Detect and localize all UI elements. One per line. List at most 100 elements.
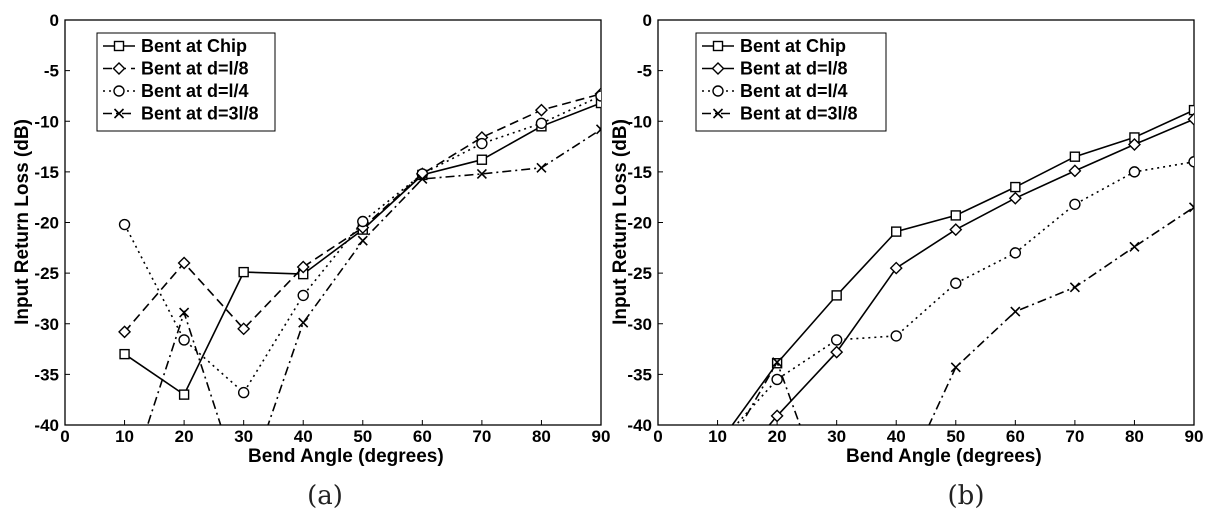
- chart-a-legend-marker: [112, 62, 126, 75]
- chart-a-x-tick-label: 80: [532, 427, 551, 446]
- chart-a-y-axis-label: Input Return Loss (dB): [12, 119, 33, 325]
- chart-a-legend-label: Bent at d=l/4: [141, 81, 249, 101]
- chart-a-x-tick-label: 50: [353, 427, 372, 446]
- chart-b-data-point-1: [1188, 104, 1194, 116]
- chart-a-legend-marker: [113, 40, 125, 52]
- chart-b-data-point-4: [1129, 241, 1140, 252]
- chart-b-y-tick-label: -20: [627, 214, 652, 233]
- chart-b-x-axis-label: Bend Angle (degrees): [846, 446, 1042, 467]
- chart-b-data-point-4: [1069, 282, 1080, 293]
- chart-a-y-tick-label: 0: [50, 11, 59, 30]
- chart-a-data-point-4: [357, 235, 368, 246]
- chart-b-data-point-2: [712, 480, 723, 491]
- chart-b-data-point-4: [950, 362, 961, 373]
- chart-b-y-tick-label: 0: [643, 11, 652, 30]
- chart-b-data-point-2: [1127, 138, 1141, 152]
- chart-b-series-line-4: [740, 206, 1194, 425]
- chart-a-legend-marker: [113, 108, 125, 119]
- chart-a-data-point-1: [595, 97, 601, 109]
- chart-a-data-point-3: [178, 334, 190, 346]
- chart-b-y-tick-label: -40: [627, 416, 652, 435]
- chart-b-data-point-2: [949, 223, 963, 237]
- chart-panel-b: Bend Angle (degrees) Input Return Loss (…: [610, 11, 1204, 511]
- chart-a-data-point-4: [476, 168, 487, 179]
- chart-a-data-point-4: [239, 491, 248, 500]
- chart-a-x-tick-label: 20: [175, 427, 194, 446]
- chart-b-data-point-4: [1188, 202, 1194, 213]
- chart-a-data-point-3: [476, 137, 488, 150]
- chart-b-x-tick-label: 80: [1125, 427, 1144, 446]
- chart-b-data-point-3: [830, 334, 843, 346]
- chart-b-x-tick-label: 60: [1006, 427, 1025, 446]
- chart-b-data-point-2: [770, 409, 784, 423]
- chart-b-legend-marker: [712, 85, 724, 97]
- chart-a-data-point-3: [118, 218, 131, 231]
- chart-a-y-tick-label: -5: [44, 62, 59, 81]
- chart-a-data-point-4: [536, 162, 547, 173]
- chart-panel-a: Bend Angle (degrees) Input Return Loss (…: [12, 11, 610, 511]
- chart-b-legend-box: [695, 32, 887, 132]
- chart-a-x-tick-label: 70: [472, 427, 491, 446]
- chart-a-data-point-2: [296, 260, 310, 274]
- chart-a-data-point-1: [476, 154, 488, 165]
- chart-b-data-point-2: [1008, 191, 1022, 205]
- chart-a-x-tick-label: 0: [60, 427, 69, 446]
- chart-a-data-point-3: [416, 168, 429, 180]
- chart-a-series-line-3: [123, 95, 601, 394]
- chart-b-y-axis-label: Input Return Loss (dB): [610, 119, 631, 325]
- chart-b-legend-label: Bent at d=3l/8: [740, 104, 858, 124]
- chart-b-legend-label: Bent at Chip: [740, 36, 846, 56]
- chart-a-x-tick-label: 90: [592, 427, 611, 446]
- chart-b-data-point-1: [1069, 151, 1081, 162]
- chart-b-data-point-3: [1128, 166, 1141, 178]
- chart-a-data-point-2: [237, 322, 251, 336]
- chart-b-data-point-2: [1187, 112, 1194, 126]
- chart-b-data-point-4: [1010, 306, 1021, 317]
- chart-b-data-point-1: [950, 210, 961, 221]
- chart-a-y-tick-label: -10: [34, 112, 59, 131]
- chart-b-x-tick-label: 20: [768, 427, 787, 446]
- chart-b-y-tick-label: -25: [627, 264, 652, 283]
- chart-b-y-tick-label: -5: [637, 62, 652, 81]
- chart-b-data-point-2: [1068, 164, 1082, 178]
- chart-b-x-tick-label: 0: [653, 427, 662, 446]
- chart-a-y-tick-label: -20: [34, 214, 59, 233]
- chart-a-x-tick-label: 10: [115, 427, 134, 446]
- chart-a-data-point-2: [534, 103, 548, 117]
- chart-b-data-point-1: [1010, 181, 1021, 193]
- chart-a-legend-label: Bent at d=3l/8: [141, 104, 259, 124]
- chart-a-data-point-1: [238, 266, 249, 278]
- chart-a-data-point-3: [535, 117, 548, 129]
- chart-a-x-tick-label: 30: [234, 427, 253, 446]
- chart-b-x-tick-label: 10: [708, 427, 727, 446]
- chart-b-x-tick-label: 70: [1065, 427, 1084, 446]
- chart-a-y-tick-label: -25: [34, 264, 59, 283]
- chart-a-x-axis-label: Bend Angle (degrees): [248, 446, 444, 467]
- chart-b-data-point-3: [1188, 156, 1194, 168]
- chart-b-data-point-2: [830, 345, 844, 359]
- chart-a-data-point-4: [417, 173, 428, 185]
- chart-b-data-point-4: [772, 357, 783, 368]
- chart-b-data-point-3: [890, 330, 902, 342]
- chart-b-legend-label: Bent at d=l/4: [740, 81, 848, 101]
- chart-b-x-tick-label: 30: [827, 427, 846, 446]
- chart-b-legend-marker: [711, 62, 725, 75]
- chart-b-x-tick-label: 90: [1185, 427, 1204, 446]
- chart-a-data-point-4: [595, 124, 601, 135]
- chart-b-series-group: [712, 104, 1194, 500]
- chart-b-data-point-4: [892, 491, 901, 500]
- chart-a-legend-label: Bent at Chip: [141, 36, 247, 56]
- chart-b-x-tick-label: 50: [946, 427, 965, 446]
- chart-b-data-point-4: [713, 461, 722, 470]
- chart-a-y-tick-label: -15: [34, 163, 59, 182]
- chart-a-y-tick-label: -35: [34, 365, 59, 384]
- chart-b-y-tick-label: -35: [627, 365, 652, 384]
- chart-b-caption: (b): [948, 481, 985, 511]
- chart-a-data-point-4: [120, 491, 129, 500]
- chart-a-data-point-2: [177, 256, 191, 270]
- chart-a-legend-label: Bent at d=l/8: [141, 59, 249, 79]
- chart-a-x-tick-label: 60: [413, 427, 432, 446]
